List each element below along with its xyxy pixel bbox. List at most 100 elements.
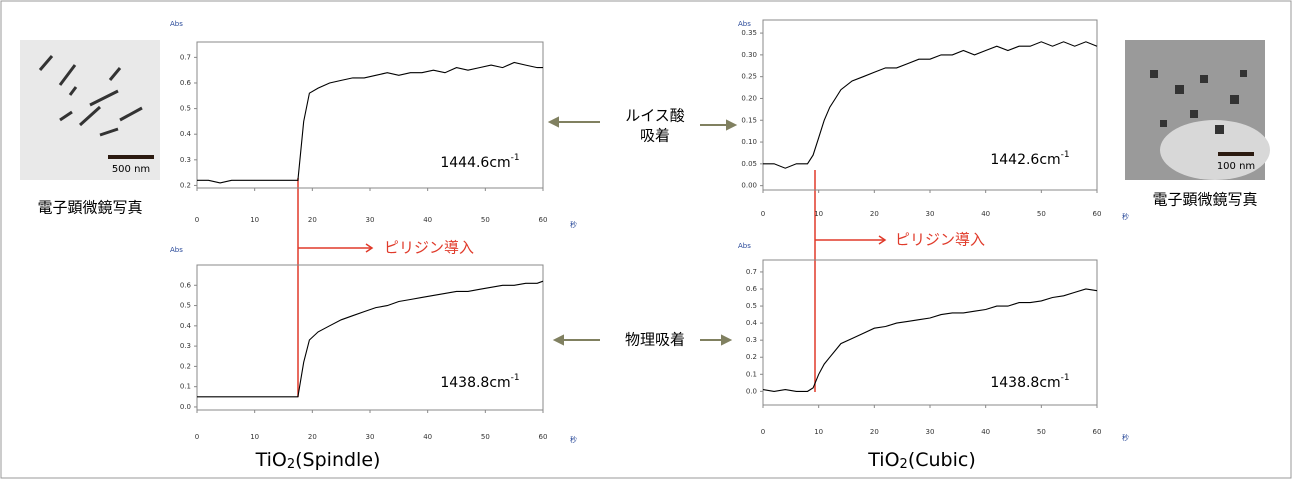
micrograph-left (20, 40, 160, 180)
peak-text: 1442.6cm (990, 152, 1060, 168)
y-tick-label: 0.7 (746, 268, 757, 276)
x-tick-label: 40 (423, 433, 432, 441)
x-tick-label: 20 (308, 433, 317, 441)
peak-label: 1444.6cm-1 (440, 153, 519, 172)
micrograph-right (1125, 40, 1270, 180)
y-tick-label: 0.30 (741, 51, 757, 59)
data-line (763, 41, 1098, 169)
data-line (197, 280, 544, 398)
x-tick-label: 60 (539, 216, 548, 224)
peak-label: 1438.8cm-1 (440, 373, 519, 392)
peak-sup: -1 (511, 153, 520, 163)
lewis-label: ルイス酸 (625, 107, 685, 125)
y-axis-label: Abs (170, 20, 183, 28)
x-tick-label: 60 (1093, 210, 1102, 218)
y-tick-label: 0.35 (741, 29, 757, 37)
x-tick-label: 50 (1037, 428, 1046, 436)
data-line (197, 61, 543, 184)
y-tick-label: 0.4 (746, 319, 758, 327)
y-tick-label: 0.4 (180, 130, 192, 138)
lewis-label: 吸着 (640, 127, 670, 145)
y-tick-label: 0.2 (180, 181, 191, 189)
x-tick-label: 60 (1093, 428, 1102, 436)
y-tick-label: 0.00 (741, 182, 757, 190)
x-tick-label: 50 (1037, 210, 1046, 218)
sample-part: 2 (900, 457, 908, 472)
y-tick-label: 0.3 (180, 156, 191, 164)
x-tick-label: 0 (195, 433, 199, 441)
y-tick-label: 0.15 (741, 116, 757, 124)
y-tick-label: 0.1 (180, 383, 191, 391)
x-tick-label: 10 (250, 216, 259, 224)
pyridine-label: ピリジン導入 (895, 231, 985, 249)
y-tick-label: 0.6 (180, 281, 192, 289)
sample-part: TiO (867, 449, 899, 471)
peak-label: 1442.6cm-1 (990, 150, 1069, 169)
y-tick-label: 0.5 (180, 105, 191, 113)
y-tick-label: 0.5 (746, 302, 757, 310)
x-tick-label: 10 (814, 428, 823, 436)
x-tick-label: 30 (926, 428, 935, 436)
x-tick-label: 30 (366, 433, 375, 441)
arrows (547, 116, 738, 346)
x-tick-label: 20 (308, 216, 317, 224)
x-tick-label: 40 (423, 216, 432, 224)
sample-part: TiO (255, 449, 287, 471)
x-tick-label: 0 (195, 216, 199, 224)
y-tick-label: 0.4 (180, 322, 192, 330)
peak-sup: -1 (1061, 150, 1070, 160)
caption: 電子顕微鏡写真 (37, 199, 142, 217)
y-tick-label: 0.2 (746, 353, 757, 361)
y-tick-label: 0.3 (180, 342, 191, 350)
y-tick-label: 0.0 (746, 387, 757, 395)
x-tick-label: 0 (761, 210, 765, 218)
x-axis-label: 秒 (570, 220, 577, 229)
sample-part: 2 (287, 457, 295, 472)
y-tick-label: 0.10 (741, 138, 757, 146)
peak-sup: -1 (1061, 373, 1070, 383)
pyridine-markers (297, 170, 887, 397)
y-tick-label: 0.0 (180, 403, 191, 411)
y-tick-label: 0.3 (746, 336, 757, 344)
x-tick-label: 30 (366, 216, 375, 224)
x-tick-label: 40 (981, 428, 990, 436)
y-tick-label: 0.1 (746, 370, 757, 378)
peak-text: 1438.8cm (990, 375, 1060, 391)
peak-text: 1438.8cm (440, 375, 510, 391)
y-tick-label: 0.6 (180, 79, 192, 87)
x-tick-label: 40 (981, 210, 990, 218)
peak-label: 1438.8cm-1 (990, 373, 1069, 392)
peak-sup: -1 (511, 373, 520, 383)
x-axis-label: 秒 (1122, 212, 1129, 221)
caption: 電子顕微鏡写真 (1152, 191, 1257, 209)
x-tick-label: 20 (870, 210, 879, 218)
x-tick-label: 50 (481, 216, 490, 224)
y-axis-label: Abs (170, 246, 183, 254)
x-tick-label: 20 (870, 428, 879, 436)
x-tick-label: 10 (250, 433, 259, 441)
y-tick-label: 0.25 (741, 73, 757, 81)
scale-bar-label: 100 nm (1217, 161, 1255, 172)
y-tick-label: 0.6 (746, 285, 758, 293)
y-tick-label: 0.2 (180, 362, 191, 370)
x-axis-label: 秒 (570, 435, 577, 444)
x-tick-label: 10 (814, 210, 823, 218)
y-tick-label: 0.5 (180, 302, 191, 310)
sample-part: (Cubic) (908, 449, 976, 471)
y-tick-label: 0.7 (180, 53, 191, 61)
y-tick-label: 0.20 (741, 94, 757, 102)
physical-label: 物理吸着 (625, 331, 685, 349)
x-tick-label: 60 (539, 433, 548, 441)
y-axis-label: Abs (738, 20, 751, 28)
data-line (762, 288, 1098, 392)
sample-name: TiO2(Spindle) (255, 449, 381, 472)
y-axis-label: Abs (738, 242, 751, 250)
scale-bar-label: 500 nm (112, 164, 150, 175)
sample-part: (Spindle) (295, 449, 380, 471)
x-tick-label: 0 (761, 428, 765, 436)
pyridine-label: ピリジン導入 (384, 239, 474, 257)
peak-text: 1444.6cm (440, 155, 510, 171)
x-tick-label: 30 (926, 210, 935, 218)
